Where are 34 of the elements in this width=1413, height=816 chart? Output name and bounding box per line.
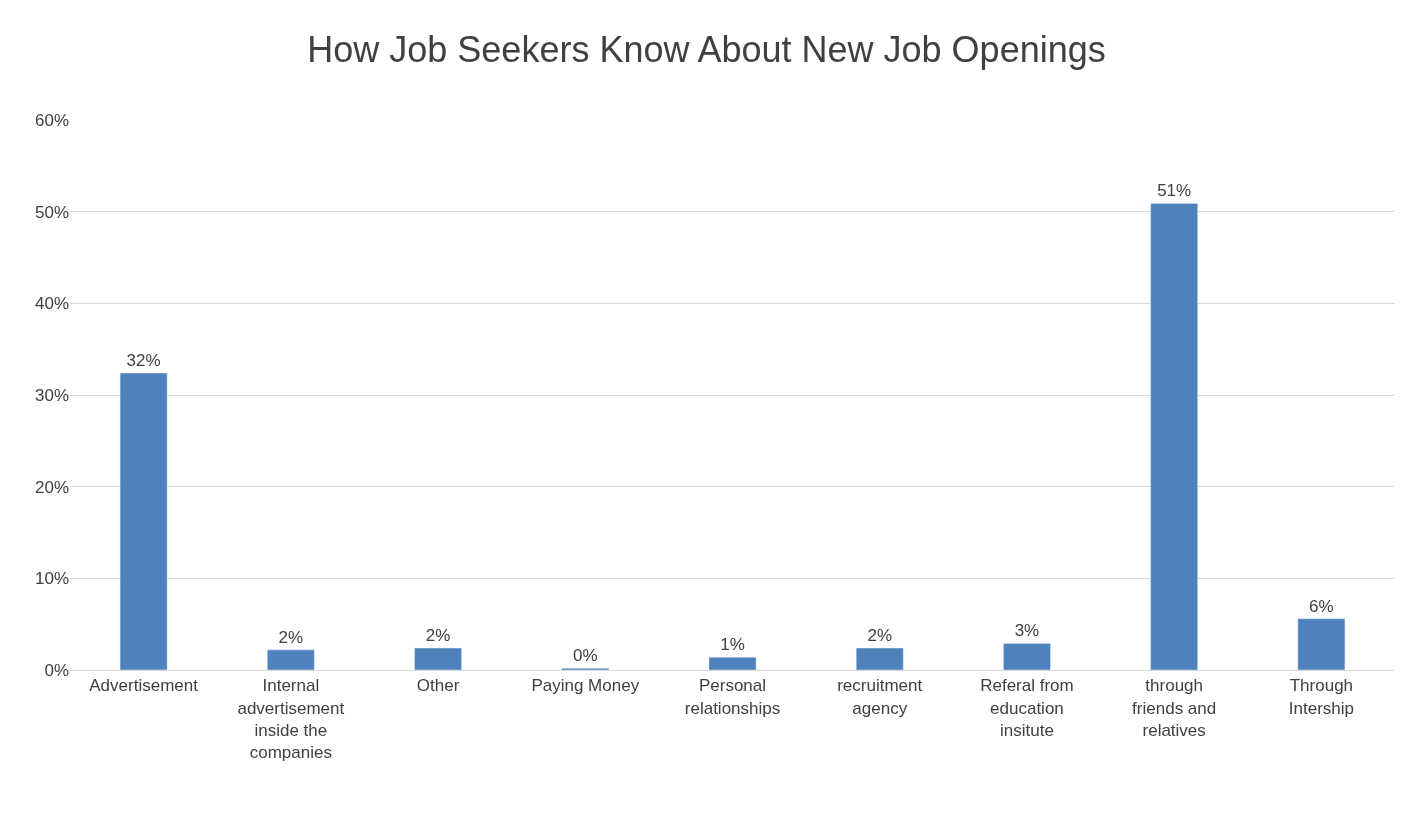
x-tick-label: Internal advertisement inside the companies — [237, 676, 345, 762]
x-tick-label: Referal from education insitute — [980, 676, 1074, 740]
bar — [119, 372, 168, 670]
x-tick-label: Through Intership — [1288, 676, 1354, 718]
x-tick-label: Personal relationships — [684, 676, 781, 718]
x-tick-label: Advertisement — [89, 676, 199, 696]
data-label: 0% — [572, 646, 598, 666]
x-tick-label: Paying Money — [531, 676, 640, 696]
y-tick-label: 20% — [34, 477, 69, 497]
data-label: 32% — [126, 351, 161, 370]
bar — [855, 647, 904, 670]
bar — [1003, 643, 1051, 670]
data-label: 2% — [278, 627, 304, 647]
data-label: 2% — [425, 626, 451, 645]
bar — [414, 647, 462, 670]
bar — [1150, 203, 1198, 670]
y-tick-label: 10% — [34, 569, 69, 589]
data-label: 2% — [867, 626, 893, 645]
data-label: 51% — [1157, 181, 1192, 201]
y-tick-label: 0% — [44, 660, 69, 680]
data-label: 3% — [1014, 621, 1040, 641]
x-tick-label: Other — [416, 676, 460, 696]
bar — [267, 649, 315, 670]
y-tick-label: 60% — [34, 110, 69, 130]
data-label: 6% — [1309, 596, 1334, 616]
y-tick-label: 50% — [34, 202, 69, 222]
bar — [1297, 618, 1346, 670]
x-tick-label: through friends and relatives — [1132, 676, 1217, 740]
bar — [708, 656, 757, 670]
x-tick-label: recruitment agency — [837, 676, 923, 718]
chart-title: How Job Seekers Know About New Job Openings — [307, 28, 1106, 70]
y-tick-label: 40% — [34, 294, 69, 314]
data-label: 1% — [720, 635, 745, 655]
y-tick-label: 30% — [34, 385, 69, 405]
